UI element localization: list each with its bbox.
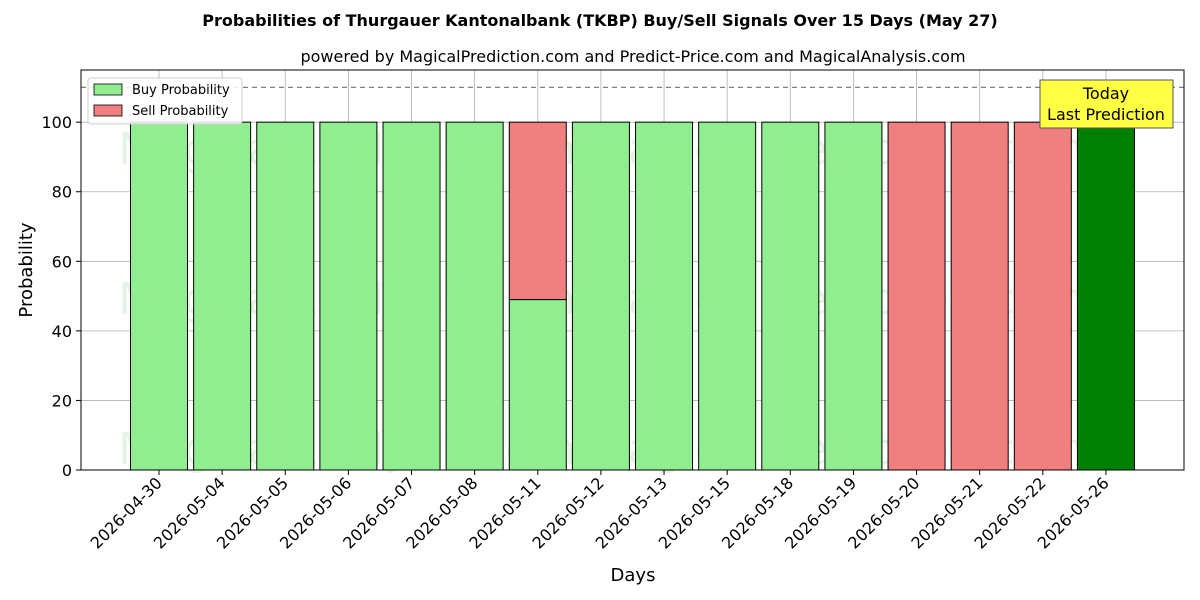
today-annotation-box xyxy=(1039,79,1174,129)
bar-buy xyxy=(256,121,315,471)
bar-sell xyxy=(887,121,946,471)
legend-swatch-sell xyxy=(93,104,123,117)
chart-title: Probabilities of Thurgauer Kantonalbank … xyxy=(202,11,998,30)
chart-subtitle: powered by MagicalPrediction.com and Pre… xyxy=(300,47,965,66)
legend: Buy Probability Sell Probability xyxy=(87,77,243,125)
bar-sell xyxy=(1013,121,1072,471)
bar-buy xyxy=(824,121,883,471)
x-axis-label: Days xyxy=(611,565,656,586)
y-tick-label: 80 xyxy=(52,183,72,202)
bar-buy xyxy=(445,121,504,471)
bar-buy xyxy=(761,121,820,471)
legend-label-buy: Buy Probability xyxy=(132,83,230,98)
y-tick-label: 20 xyxy=(52,391,72,410)
bar-buy xyxy=(698,121,757,471)
plot-frame xyxy=(80,69,1185,471)
bar-buy xyxy=(635,121,694,471)
today-annotation: Today Last Prediction xyxy=(1039,79,1174,129)
bar-buy xyxy=(382,121,441,471)
bar-layer xyxy=(130,121,1135,471)
bar-buy xyxy=(193,121,252,471)
y-tick-label: 0 xyxy=(62,461,72,480)
bar-sell xyxy=(950,121,1009,471)
y-tick-label: 40 xyxy=(52,322,72,341)
y-tick-label: 100 xyxy=(41,113,72,132)
bar-sell xyxy=(508,121,567,301)
legend-label-sell: Sell Probability xyxy=(132,104,229,119)
y-tick-label: 60 xyxy=(52,252,72,271)
today-annotation-line1: Today xyxy=(1082,84,1129,103)
legend-swatch-buy xyxy=(93,83,123,96)
bar-buy xyxy=(319,121,378,471)
today-annotation-line2: Last Prediction xyxy=(1047,105,1165,124)
bar-buy xyxy=(1076,121,1135,471)
y-axis-label: Probability xyxy=(16,222,37,317)
bar-buy xyxy=(130,121,188,471)
bar-buy xyxy=(571,121,630,471)
bar-buy xyxy=(508,299,567,471)
legend-box xyxy=(87,77,243,125)
